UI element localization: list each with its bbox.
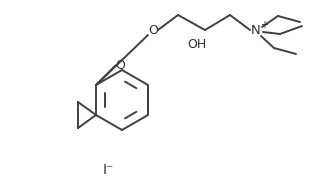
- Text: +: +: [260, 20, 268, 30]
- Text: OH: OH: [187, 37, 207, 51]
- Text: I⁻: I⁻: [102, 163, 114, 177]
- Text: N: N: [251, 24, 261, 36]
- Text: O: O: [115, 59, 125, 72]
- Text: O: O: [148, 24, 158, 36]
